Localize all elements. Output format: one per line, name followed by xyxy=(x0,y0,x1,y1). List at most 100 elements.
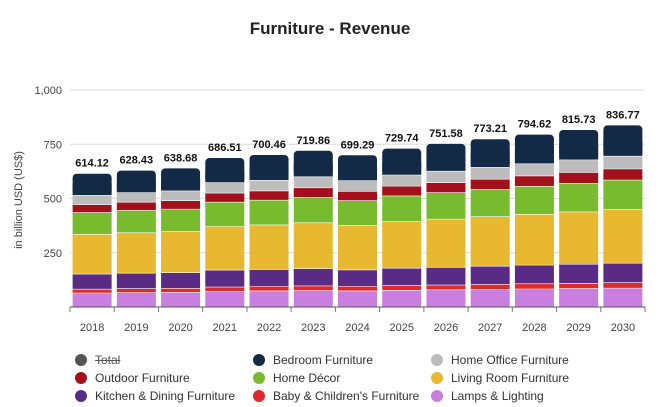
bar-stack-2021[interactable] xyxy=(205,158,245,307)
bar-segment[interactable] xyxy=(205,270,245,288)
bar-segment[interactable] xyxy=(205,182,245,194)
bar-segment[interactable] xyxy=(514,175,554,187)
bar-segment[interactable] xyxy=(293,197,333,223)
bar-segment[interactable] xyxy=(426,182,466,193)
bar-segment[interactable] xyxy=(514,265,554,284)
bar-segment[interactable] xyxy=(559,283,599,289)
bar-segment[interactable] xyxy=(72,274,112,290)
bar-stack-2027[interactable] xyxy=(470,139,510,307)
bar-segment[interactable] xyxy=(293,176,333,188)
bar-segment[interactable] xyxy=(514,163,554,176)
legend-item[interactable]: Bedroom Furniture xyxy=(253,351,373,369)
bar-segment[interactable] xyxy=(205,226,245,271)
bar-segment[interactable] xyxy=(603,288,643,307)
bar-segment[interactable] xyxy=(72,212,112,235)
bar-segment[interactable] xyxy=(426,267,466,286)
bar-segment[interactable] xyxy=(249,180,289,191)
bar-segment[interactable] xyxy=(382,175,422,187)
bar-segment[interactable] xyxy=(116,292,156,307)
bar-segment[interactable] xyxy=(72,289,112,294)
bar-segment[interactable] xyxy=(116,288,156,293)
bar-segment[interactable] xyxy=(249,290,289,307)
bar-segment[interactable] xyxy=(293,187,333,198)
bar-stack-2018[interactable] xyxy=(72,173,112,307)
bar-stack-2026[interactable] xyxy=(426,143,466,307)
bar-segment[interactable] xyxy=(249,190,289,201)
bar-segment[interactable] xyxy=(338,180,377,192)
bar-stack-2028[interactable] xyxy=(514,134,554,307)
bar-segment[interactable] xyxy=(514,186,554,215)
bar-segment[interactable] xyxy=(470,189,510,217)
bar-segment[interactable] xyxy=(293,290,333,307)
bar-segment[interactable] xyxy=(161,209,201,232)
bar-segment[interactable] xyxy=(161,288,201,293)
bar-stack-2025[interactable] xyxy=(382,148,422,307)
bar-segment[interactable] xyxy=(161,272,201,289)
legend-item[interactable]: Total xyxy=(75,351,120,369)
bar-segment[interactable] xyxy=(116,232,156,274)
bar-segment[interactable] xyxy=(72,293,112,307)
bar-segment[interactable] xyxy=(72,204,112,213)
bar-segment[interactable] xyxy=(514,288,554,307)
bar-segment[interactable] xyxy=(470,284,510,290)
bar-segment[interactable] xyxy=(72,195,112,205)
bar-segment[interactable] xyxy=(559,172,599,184)
bar-segment[interactable] xyxy=(470,167,510,180)
bar-segment[interactable] xyxy=(603,263,643,283)
bar-segment[interactable] xyxy=(249,269,289,287)
bar-segment[interactable] xyxy=(559,264,599,284)
bar-segment[interactable] xyxy=(382,268,422,286)
bar-segment[interactable] xyxy=(249,224,289,270)
bar-stack-2019[interactable] xyxy=(116,170,156,307)
bar-segment[interactable] xyxy=(249,200,289,225)
legend-item[interactable]: Kitchen & Dining Furniture xyxy=(75,387,235,405)
bar-segment[interactable] xyxy=(559,159,599,173)
legend-item[interactable]: Home Office Furniture xyxy=(431,351,569,369)
bar-stack-2029[interactable] xyxy=(559,129,599,307)
bar-segment[interactable] xyxy=(338,225,377,270)
bar-stack-2020[interactable] xyxy=(161,168,201,307)
bar-segment[interactable] xyxy=(514,214,554,266)
bar-segment[interactable] xyxy=(161,190,201,201)
bar-segment[interactable] xyxy=(116,202,156,211)
bar-segment[interactable] xyxy=(470,266,510,285)
bar-segment[interactable] xyxy=(205,202,245,227)
bar-segment[interactable] xyxy=(559,183,599,212)
legend-item[interactable]: Baby & Children's Furniture xyxy=(253,387,419,405)
bar-segment[interactable] xyxy=(161,292,201,307)
bar-segment[interactable] xyxy=(161,231,201,273)
bar-segment[interactable] xyxy=(293,285,333,291)
bar-segment[interactable] xyxy=(293,222,333,269)
bar-segment[interactable] xyxy=(382,186,422,196)
bar-stack-2023[interactable] xyxy=(293,150,333,307)
bar-segment[interactable] xyxy=(603,282,643,289)
bar-segment[interactable] xyxy=(426,285,466,290)
bar-segment[interactable] xyxy=(559,211,599,265)
bar-segment[interactable] xyxy=(470,216,510,267)
bar-segment[interactable] xyxy=(382,285,422,291)
bar-segment[interactable] xyxy=(161,200,201,210)
bar-segment[interactable] xyxy=(603,180,643,210)
legend-item[interactable]: Home Décor xyxy=(253,369,340,387)
bar-segment[interactable] xyxy=(205,193,245,203)
bar-segment[interactable] xyxy=(338,191,377,201)
bar-segment[interactable] xyxy=(470,179,510,190)
bar-segment[interactable] xyxy=(205,291,245,307)
bar-segment[interactable] xyxy=(338,290,377,307)
bar-stack-2030[interactable] xyxy=(603,125,643,307)
legend-item[interactable]: Living Room Furniture xyxy=(431,369,569,387)
bar-segment[interactable] xyxy=(382,290,422,307)
bar-segment[interactable] xyxy=(116,192,156,203)
bar-segment[interactable] xyxy=(338,269,377,287)
bar-segment[interactable] xyxy=(338,286,377,291)
legend-item[interactable]: Lamps & Lighting xyxy=(431,387,544,405)
bar-segment[interactable] xyxy=(293,268,333,286)
bar-segment[interactable] xyxy=(382,221,422,269)
bar-segment[interactable] xyxy=(72,234,112,275)
bar-segment[interactable] xyxy=(603,156,643,169)
bar-segment[interactable] xyxy=(116,210,156,233)
bar-segment[interactable] xyxy=(426,192,466,220)
bar-segment[interactable] xyxy=(426,219,466,268)
bar-segment[interactable] xyxy=(603,209,643,264)
bar-segment[interactable] xyxy=(514,283,554,289)
